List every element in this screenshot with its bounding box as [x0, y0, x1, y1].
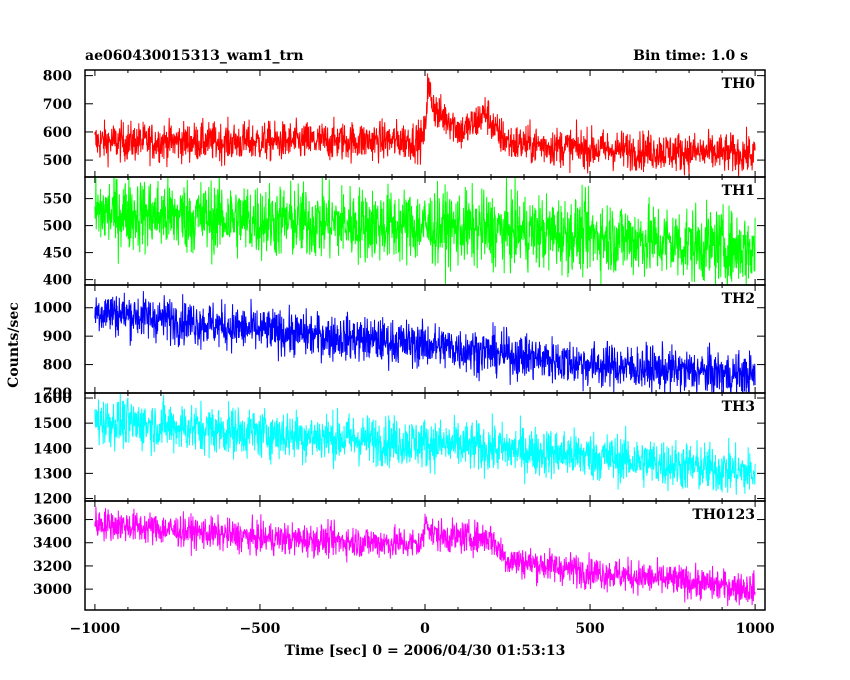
y-tick-label: 450: [43, 246, 72, 262]
y-tick-label: 600: [43, 125, 72, 141]
panels-group: 500 600 700 800 TH0 400 450 500 550 TH1 700 800 900 1…: [33, 69, 766, 611]
y-tick-label: 900: [43, 329, 72, 345]
y-tick-label: 500: [43, 153, 72, 169]
series-line-th3: [94, 393, 756, 495]
y-tick-label: 1600: [33, 391, 72, 407]
panel-th2: 700 800 900 1000 TH2: [33, 284, 766, 402]
x-tick-label: 0: [420, 621, 430, 637]
series-line-th0123: [94, 506, 756, 607]
panel-th1: 400 450 500 550 TH1: [43, 176, 766, 289]
x-tick-label: 1000: [736, 621, 775, 637]
y-tick-label: 700: [43, 97, 72, 113]
x-tick-label: −500: [239, 621, 280, 637]
y-tick-label: 3600: [33, 513, 72, 529]
panel-label-th1: TH1: [722, 183, 755, 199]
y-tick-label: 1500: [33, 416, 72, 432]
panel-th3: 1200 1300 1400 1500 1600 TH3: [33, 391, 766, 507]
panel-label-th0: TH0: [722, 76, 756, 92]
y-tick-label: 3000: [33, 582, 72, 598]
y-tick-label: 1400: [33, 441, 72, 457]
y-tick-label: 3200: [33, 559, 72, 575]
y-axis-label: Counts/sec: [6, 302, 22, 388]
y-tick-label: 800: [43, 358, 72, 374]
x-tick-label: −1000: [70, 621, 121, 637]
panel-label-th2: TH2: [722, 291, 755, 307]
y-tick-label: 700: [43, 386, 72, 402]
y-tick-label: 1000: [33, 301, 72, 317]
y-tick-label: 800: [43, 69, 72, 85]
x-axis: −1000 −500 0 500 1000: [70, 621, 775, 637]
y-tick-label: 1300: [33, 466, 72, 482]
series-line-th2: [94, 291, 756, 393]
series-line-th0: [94, 73, 756, 177]
y-tick-label: 400: [43, 273, 72, 289]
y-tick-label: 550: [43, 192, 72, 208]
header-right: Bin time: 1.0 s: [633, 48, 748, 64]
header-left: ae060430015313_wam1_trn: [85, 48, 304, 64]
y-tick-label: 500: [43, 219, 72, 235]
panel-label-th0123: TH0123: [692, 507, 755, 523]
panel-th0123: 3000 3200 3400 3600 TH0123: [33, 500, 766, 611]
y-tick-label: 3400: [33, 536, 72, 552]
series-line-th1: [94, 177, 756, 285]
panel-th0: 500 600 700 800 TH0: [43, 69, 766, 178]
panel-label-th3: TH3: [722, 399, 755, 415]
y-tick-label: 1200: [33, 491, 72, 507]
x-tick-label: 500: [575, 621, 604, 637]
x-axis-label: Time [sec] 0 = 2006/04/30 01:53:13: [285, 643, 566, 659]
